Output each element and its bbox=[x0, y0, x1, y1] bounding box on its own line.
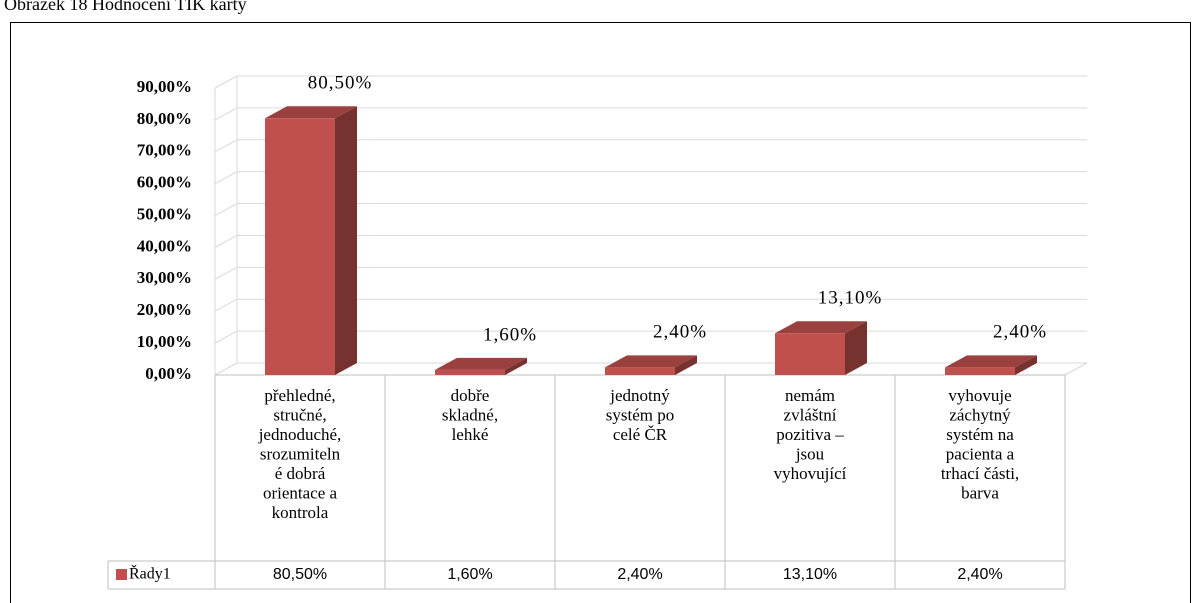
x-tick-line: kontrola bbox=[272, 503, 329, 522]
bar-front bbox=[265, 118, 335, 376]
grid-line-side bbox=[214, 75, 238, 89]
grid-line-side bbox=[214, 139, 238, 153]
chart-frame bbox=[10, 22, 1191, 603]
grid-line-side bbox=[214, 362, 238, 376]
x-tick-line: lehké bbox=[452, 425, 489, 444]
x-tick-line: přehledné, bbox=[264, 386, 335, 405]
table-value: 80,50% bbox=[273, 566, 327, 583]
bar-front bbox=[435, 369, 505, 375]
caption: Obrázek 18 Hodnocení TIK karty bbox=[4, 0, 247, 14]
x-tick-line: vyhovující bbox=[774, 464, 847, 483]
bar-top bbox=[265, 106, 357, 119]
bar bbox=[265, 106, 357, 376]
x-tick-line: jednotný bbox=[609, 386, 670, 405]
data-label: 13,10% bbox=[818, 288, 883, 309]
x-tick-line: barva bbox=[961, 483, 999, 502]
bar-side bbox=[505, 357, 527, 375]
grid-line-side bbox=[214, 107, 238, 121]
y-tick-label: 40,00% bbox=[137, 236, 192, 255]
x-tick-line: systém na bbox=[946, 425, 1014, 444]
bar bbox=[605, 355, 697, 375]
x-tick-label: nemám zvláštní pozitiva – jsou vyhovující bbox=[774, 386, 847, 483]
bar-side bbox=[335, 106, 357, 376]
x-tick-line: srozumiteln bbox=[260, 444, 341, 463]
x-tick-line: jednoduché, bbox=[258, 425, 342, 444]
y-tick-label: 30,00% bbox=[137, 268, 192, 287]
table-value: 2,40% bbox=[617, 566, 662, 583]
x-tick-line: systém po bbox=[606, 405, 674, 424]
y-tick-label: 90,00% bbox=[137, 77, 192, 96]
x-tick-line: stručné, bbox=[273, 405, 326, 424]
x-tick-line: trhací části, bbox=[941, 464, 1019, 483]
y-tick-label: 10,00% bbox=[137, 332, 192, 351]
legend-label: Řady1 bbox=[129, 564, 171, 583]
legend-swatch bbox=[116, 569, 127, 580]
x-tick-label: dobře skladné, lehké bbox=[442, 386, 498, 444]
table-value: 1,60% bbox=[447, 566, 492, 583]
y-tick-label: 60,00% bbox=[137, 173, 192, 192]
y-tick-label: 0,00% bbox=[145, 364, 192, 383]
y-tick-label: 50,00% bbox=[137, 204, 192, 223]
x-tick-line: é dobrá bbox=[275, 464, 326, 483]
y-tick-label: 70,00% bbox=[137, 141, 192, 160]
x-tick-line: zvláštní bbox=[784, 405, 837, 424]
bar-front bbox=[775, 333, 845, 375]
bar-top bbox=[775, 321, 867, 334]
bar bbox=[435, 357, 527, 375]
x-tick-line: dobře bbox=[451, 386, 490, 405]
bar-top bbox=[605, 355, 697, 368]
grid-line-side bbox=[214, 330, 238, 344]
y-tick-label: 80,00% bbox=[137, 109, 192, 128]
grid-line-side bbox=[214, 266, 238, 280]
x-tick-line: pozitiva – bbox=[776, 425, 844, 444]
x-tick-line: jsou bbox=[795, 444, 825, 463]
y-tick-label: 20,00% bbox=[137, 300, 192, 319]
bar bbox=[775, 321, 867, 375]
grid-line-side bbox=[214, 298, 238, 312]
grid-line-side bbox=[214, 171, 238, 185]
data-label: 80,50% bbox=[308, 73, 373, 94]
bar-top bbox=[945, 355, 1037, 368]
bar bbox=[945, 355, 1037, 375]
bar-side bbox=[1015, 355, 1037, 375]
x-tick-line: pacienta a bbox=[946, 444, 1015, 463]
grid-line-side bbox=[214, 235, 238, 248]
grid-line-side bbox=[214, 203, 238, 216]
x-tick-label: přehledné, stručné, jednoduché, srozumiteln… bbox=[258, 386, 342, 522]
data-label: 2,40% bbox=[653, 322, 707, 343]
bar-front bbox=[605, 367, 675, 375]
bar-front bbox=[945, 367, 1015, 375]
table-value: 2,40% bbox=[957, 566, 1002, 583]
x-tick-line: orientace a bbox=[263, 483, 338, 502]
bar-side bbox=[675, 355, 697, 375]
bar-side bbox=[845, 321, 867, 375]
data-label: 1,60% bbox=[483, 324, 537, 345]
bar-top bbox=[435, 357, 527, 370]
table-value: 13,10% bbox=[783, 566, 837, 583]
x-tick-line: záchytný bbox=[949, 405, 1011, 424]
data-label: 2,40% bbox=[993, 322, 1047, 343]
x-tick-line: celé ČR bbox=[613, 425, 668, 444]
x-tick-line: nemám bbox=[785, 386, 835, 405]
floor-edge bbox=[1064, 362, 1088, 376]
x-tick-line: vyhovuje bbox=[948, 386, 1011, 405]
x-tick-label: vyhovuje záchytný systém na pacienta a trhac… bbox=[941, 386, 1019, 503]
x-tick-line: skladné, bbox=[442, 405, 498, 424]
x-tick-label: jednotný systém po celé ČR bbox=[606, 386, 674, 444]
